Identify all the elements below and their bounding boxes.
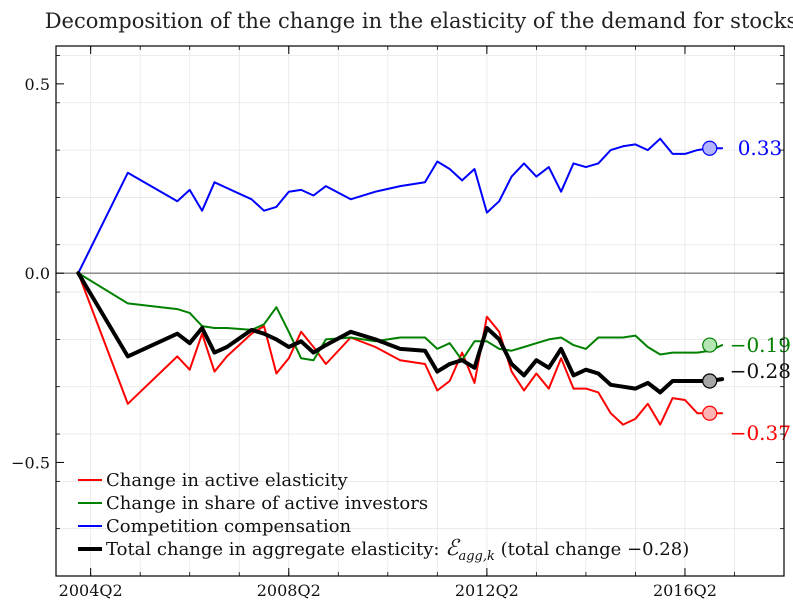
end-markers: 0.33 −0.19−0.28 −0.37 <box>702 136 791 445</box>
chart-title: Decomposition of the change in the elast… <box>45 9 793 33</box>
end-value-label-3: −0.28 <box>730 359 791 383</box>
end-marker-3 <box>702 373 718 389</box>
legend-label-1: Change in active elasticity <box>106 470 348 491</box>
x-tick-label: 2016Q2 <box>653 581 717 600</box>
end-marker-1 <box>702 140 718 156</box>
legend-math-symbol: ℰ <box>445 536 461 561</box>
legend-label-2: Change in share of active investors <box>106 493 428 514</box>
end-value-label-1: 0.33 <box>738 136 783 160</box>
y-tick-label: −0.5 <box>11 453 50 472</box>
x-tick-label: 2004Q2 <box>59 581 123 600</box>
y-tick-label: 0.0 <box>25 264 50 283</box>
plot-frame <box>55 45 785 577</box>
end-marker-4 <box>702 405 718 421</box>
legend-suffix: (total change −0.28) <box>495 539 689 560</box>
grid <box>56 46 785 577</box>
y-tick-label: 0.5 <box>25 75 50 94</box>
end-value-label-4: −0.37 <box>730 421 791 445</box>
series-line-1 <box>77 272 724 426</box>
axis-ticks: 0.5 0.0 −0.5 2004Q2 2008Q2 2012Q2 2016Q2 <box>11 46 785 600</box>
series-line-4 <box>76 271 725 395</box>
series-line-2 <box>77 272 724 362</box>
end-marker-2 <box>702 337 718 353</box>
legend-label-3: Competition compensation <box>106 516 352 537</box>
x-tick-label: 2008Q2 <box>257 581 321 600</box>
legend-math-subscript: agg,k <box>458 549 495 564</box>
series-line-3 <box>77 137 724 275</box>
x-tick-label: 2012Q2 <box>455 581 519 600</box>
series-lines <box>76 137 725 426</box>
end-value-label-2: −0.19 <box>730 333 791 357</box>
legend-label-4: Total change in aggregate elasticity: ℰa… <box>106 536 689 564</box>
